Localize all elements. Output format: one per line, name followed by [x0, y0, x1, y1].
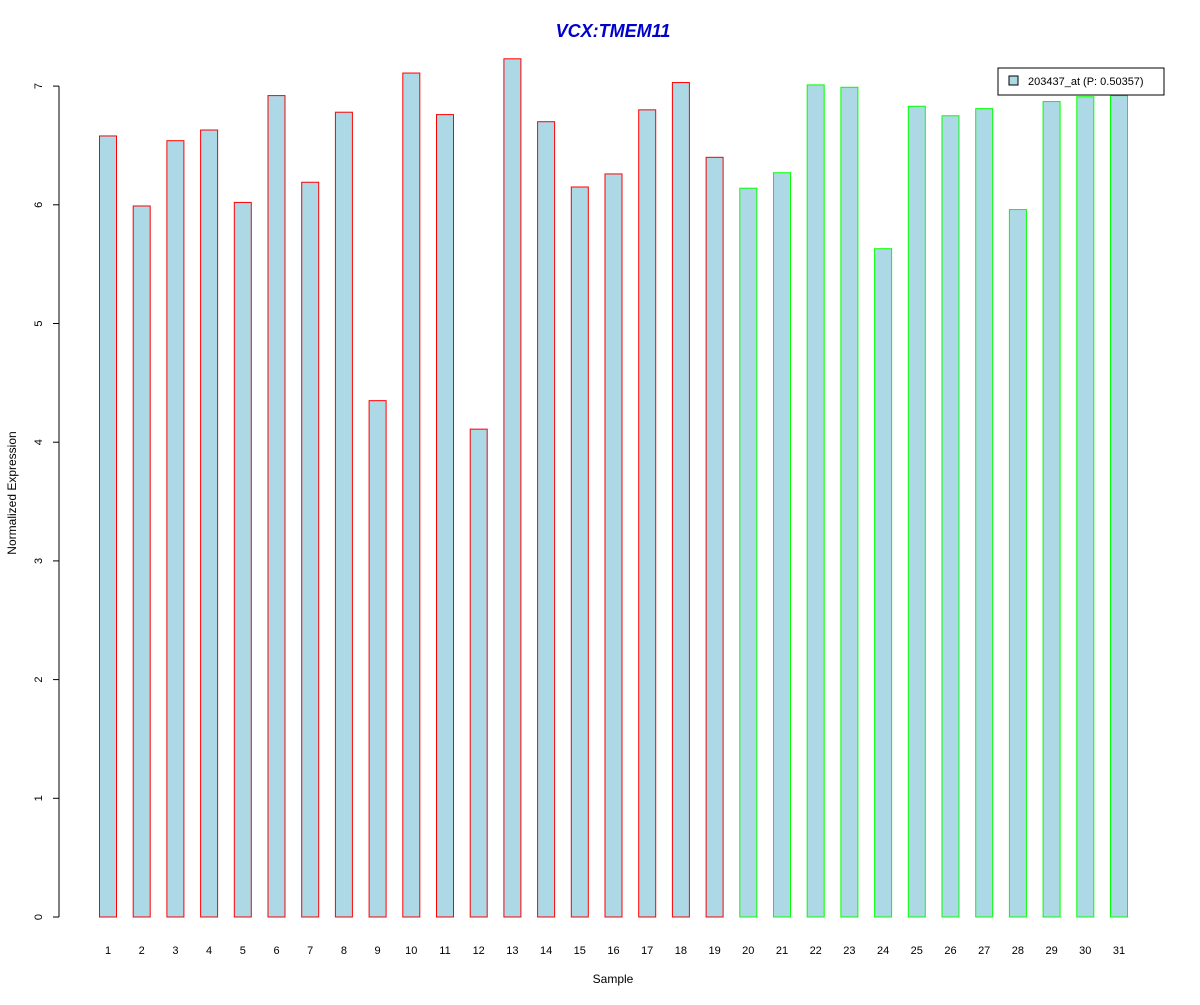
x-tick-label: 8	[341, 945, 347, 957]
x-tick-label: 14	[540, 945, 552, 957]
x-tick-label: 5	[240, 945, 246, 957]
y-tick-label: 6	[33, 202, 45, 208]
y-tick-label: 4	[33, 439, 45, 445]
bar-sample-7	[301, 181, 320, 918]
bar-sample-3	[166, 140, 185, 918]
bar-sample-24	[874, 248, 893, 918]
bar-sample-17	[638, 109, 657, 918]
x-tick-label: 11	[439, 945, 450, 957]
bar-sample-14	[537, 121, 556, 918]
bar-sample-29	[1042, 101, 1061, 918]
y-tick-label: 7	[33, 83, 45, 89]
y-axis: 0 1 2 3 4 5 6 7	[33, 83, 60, 920]
bar-sample-15	[570, 186, 589, 918]
x-tick-label: 18	[675, 945, 687, 957]
x-tick-labels: 1 2 3 4 5 6 7 8 9 10 11 12 13 14 15 16 17 18 19 20 21 22 23 24 2…	[105, 945, 1125, 957]
bar-sample-31	[1110, 95, 1128, 918]
x-tick-label: 6	[273, 945, 279, 957]
x-tick-label: 7	[307, 945, 313, 957]
y-tick-label: 1	[33, 795, 45, 801]
x-axis-label: Sample	[593, 972, 634, 986]
bar-sample-1	[99, 135, 117, 918]
legend-box	[997, 67, 1165, 96]
bar-sample-19	[705, 156, 724, 918]
bar-sample-11	[436, 114, 454, 918]
legend-label: 203437_at (P: 0.50357)	[1028, 76, 1144, 88]
bar-sample-26	[941, 115, 960, 918]
x-tick-label: 30	[1079, 945, 1091, 957]
bar-sample-22	[806, 84, 825, 918]
bar-sample-25	[907, 105, 926, 918]
bar-sample-5	[233, 201, 252, 918]
y-tick-label: 3	[33, 558, 45, 564]
chart-title: VCX:TMEM11	[556, 21, 671, 41]
x-tick-label: 26	[944, 945, 956, 957]
bar-sample-18	[671, 82, 690, 918]
legend-swatch	[1008, 75, 1019, 86]
bar-sample-30	[1076, 96, 1095, 918]
x-tick-label: 15	[574, 945, 586, 957]
x-tick-label: 29	[1045, 945, 1057, 957]
x-tick-label: 2	[139, 945, 145, 957]
bar-sample-23	[840, 86, 859, 918]
legend: 203437_at (P: 0.50357)	[997, 67, 1165, 96]
bar-sample-4	[200, 129, 219, 918]
bar-sample-16	[604, 173, 623, 918]
x-tick-label: 31	[1113, 945, 1125, 957]
x-tick-label: 24	[877, 945, 889, 957]
x-tick-label: 10	[405, 945, 417, 957]
bar-sample-6	[267, 95, 286, 918]
x-tick-label: 12	[473, 945, 485, 957]
x-tick-label: 3	[172, 945, 178, 957]
bar-sample-12	[469, 428, 488, 918]
x-tick-label: 16	[607, 945, 619, 957]
x-tick-label: 21	[776, 945, 788, 957]
x-tick-label: 23	[843, 945, 855, 957]
y-axis-label: Normalized Expression	[5, 431, 19, 554]
bar-sample-20	[739, 187, 758, 918]
x-tick-label: 28	[1012, 945, 1024, 957]
bar-sample-2	[132, 205, 151, 918]
x-tick-label: 22	[810, 945, 822, 957]
bar-sample-9	[368, 400, 387, 918]
bar-sample-21	[773, 172, 791, 918]
bar-sample-27	[975, 108, 994, 918]
x-tick-label: 4	[206, 945, 212, 957]
y-tick-label: 2	[33, 677, 45, 683]
bars-group	[99, 58, 1128, 918]
bar-sample-13	[503, 58, 522, 918]
y-tick-label: 5	[33, 320, 45, 326]
x-tick-label: 27	[978, 945, 990, 957]
x-tick-label: 13	[506, 945, 518, 957]
x-tick-label: 20	[742, 945, 754, 957]
bar-sample-8	[334, 111, 353, 918]
x-tick-label: 9	[375, 945, 381, 957]
bar-sample-28	[1008, 209, 1027, 918]
x-tick-label: 19	[708, 945, 720, 957]
y-tick-label: 0	[33, 914, 45, 920]
bar-sample-10	[402, 72, 421, 918]
x-tick-label: 1	[105, 945, 111, 957]
x-tick-label: 25	[911, 945, 923, 957]
x-tick-label: 17	[641, 945, 653, 957]
